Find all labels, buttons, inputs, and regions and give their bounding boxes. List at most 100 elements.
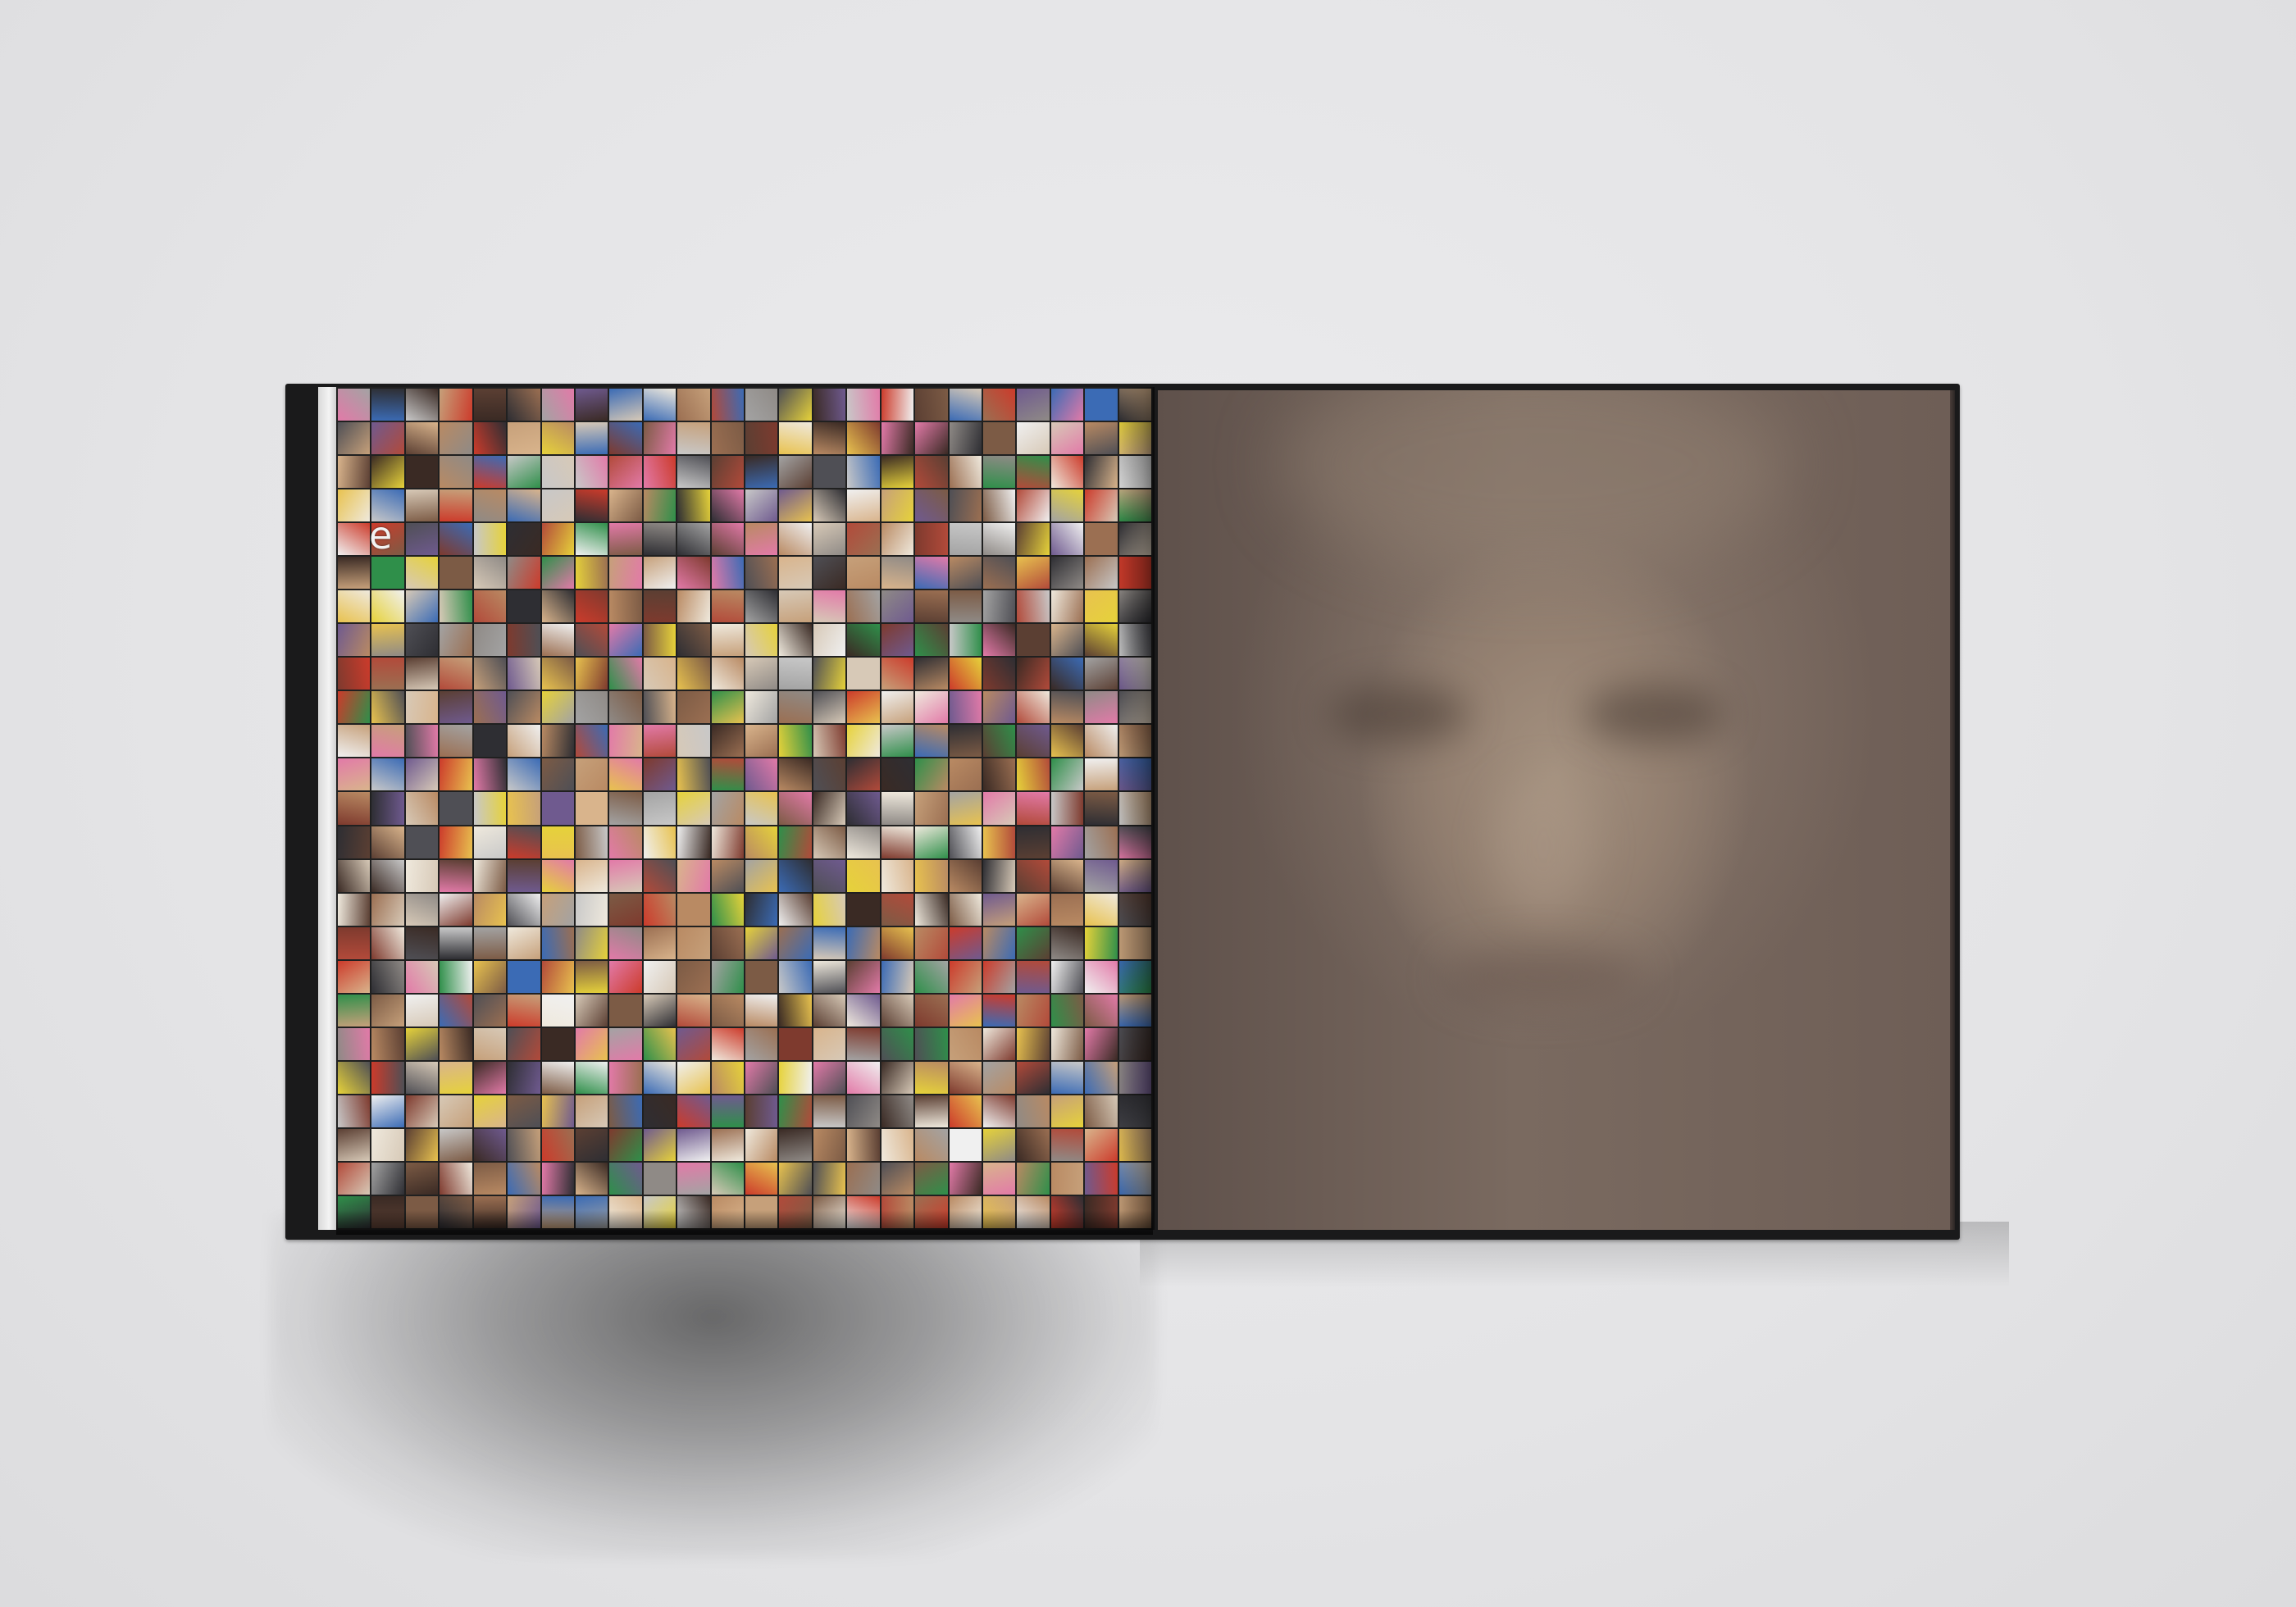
mosaic-tile bbox=[371, 456, 404, 489]
mosaic-tile bbox=[745, 826, 778, 858]
mosaic-tile bbox=[711, 422, 744, 455]
mosaic-tile bbox=[508, 994, 540, 1027]
mosaic-tile bbox=[677, 1162, 710, 1195]
mosaic-tile bbox=[915, 422, 948, 455]
mosaic-tile bbox=[711, 826, 744, 858]
mosaic-tile bbox=[609, 1162, 642, 1195]
mosaic-tile bbox=[779, 590, 812, 623]
mosaic-tile bbox=[575, 994, 608, 1027]
mosaic-tile bbox=[711, 994, 744, 1027]
mosaic-tile bbox=[1085, 725, 1118, 758]
mosaic-tile bbox=[1017, 826, 1050, 858]
mosaic-tile bbox=[371, 926, 404, 959]
mosaic-tile bbox=[508, 826, 540, 858]
mosaic-tile bbox=[1017, 624, 1050, 657]
mosaic-tile bbox=[745, 1162, 778, 1195]
mosaic-tile bbox=[1085, 1061, 1118, 1094]
mosaic-tile bbox=[813, 590, 846, 623]
mosaic-tile bbox=[847, 1095, 880, 1127]
mosaic-tile bbox=[1085, 523, 1118, 556]
mosaic-tile bbox=[541, 792, 574, 825]
blurred-face bbox=[1158, 390, 1953, 1230]
mosaic-tile bbox=[982, 590, 1016, 623]
mosaic-tile bbox=[915, 1162, 948, 1195]
mosaic-tile bbox=[949, 893, 982, 926]
mosaic-tile bbox=[609, 893, 642, 926]
mosaic-tile bbox=[847, 523, 880, 556]
mosaic-tile bbox=[813, 725, 846, 758]
mosaic-tile bbox=[745, 456, 778, 489]
mosaic-tile bbox=[779, 725, 812, 758]
mosaic-tile bbox=[643, 523, 676, 556]
mosaic-tile bbox=[405, 691, 439, 724]
mosaic-tile bbox=[982, 1162, 1016, 1195]
mosaic-tile bbox=[371, 792, 404, 825]
mosaic-tile bbox=[609, 389, 642, 421]
mosaic-tile bbox=[1050, 1095, 1084, 1127]
mosaic-tile bbox=[440, 557, 472, 590]
mosaic-tile bbox=[982, 422, 1016, 455]
mosaic-tile bbox=[982, 1027, 1016, 1060]
mosaic-tile bbox=[338, 389, 371, 421]
mosaic-tile bbox=[711, 1162, 744, 1195]
mosaic-tile bbox=[405, 792, 439, 825]
mosaic-tile bbox=[813, 960, 846, 993]
mosaic-tile bbox=[1085, 758, 1118, 791]
mosaic-tile bbox=[677, 590, 710, 623]
mosaic-tile bbox=[609, 960, 642, 993]
mosaic-tile bbox=[575, 859, 608, 892]
mosaic-tile bbox=[677, 859, 710, 892]
mosaic-tile bbox=[847, 859, 880, 892]
mosaic-tile bbox=[711, 456, 744, 489]
mosaic-tile bbox=[711, 624, 744, 657]
mosaic-tile bbox=[881, 658, 914, 690]
mosaic-tile bbox=[371, 725, 404, 758]
mosaic-tile bbox=[847, 826, 880, 858]
mosaic-tile bbox=[609, 826, 642, 858]
mosaic-tile bbox=[1017, 658, 1050, 690]
mosaic-tile bbox=[982, 1095, 1016, 1127]
mosaic-tile bbox=[813, 658, 846, 690]
mosaic-tile bbox=[1017, 590, 1050, 623]
mosaic-tile bbox=[575, 960, 608, 993]
mosaic-tile bbox=[745, 893, 778, 926]
mosaic-tile bbox=[915, 758, 948, 791]
mosaic-tile bbox=[881, 893, 914, 926]
mosaic-tile bbox=[371, 758, 404, 791]
mosaic-tile bbox=[982, 792, 1016, 825]
mosaic-tile bbox=[405, 422, 439, 455]
mosaic-tile bbox=[949, 691, 982, 724]
mosaic-tile bbox=[847, 389, 880, 421]
mosaic-tile bbox=[915, 1128, 948, 1161]
face-mosaic-grid bbox=[336, 387, 1153, 1230]
mosaic-tile bbox=[813, 624, 846, 657]
mosaic-tile bbox=[1017, 1128, 1050, 1161]
mosaic-tile bbox=[813, 859, 846, 892]
mosaic-tile bbox=[779, 624, 812, 657]
mosaic-tile bbox=[949, 1162, 982, 1195]
mosaic-tile bbox=[745, 557, 778, 590]
mosaic-tile bbox=[541, 590, 574, 623]
mosaic-tile bbox=[508, 1095, 540, 1127]
mosaic-tile bbox=[1017, 994, 1050, 1027]
mosaic-tile bbox=[881, 523, 914, 556]
mosaic-tile bbox=[405, 557, 439, 590]
mosaic-tile bbox=[881, 489, 914, 522]
mosaic-tile bbox=[575, 758, 608, 791]
mosaic-tile bbox=[1050, 557, 1084, 590]
mosaic-tile bbox=[1050, 691, 1084, 724]
mosaic-tile bbox=[779, 1128, 812, 1161]
mosaic-tile bbox=[915, 389, 948, 421]
mosaic-letter: e bbox=[369, 513, 393, 558]
mosaic-tile bbox=[541, 1162, 574, 1195]
mosaic-tile bbox=[609, 658, 642, 690]
mosaic-tile bbox=[779, 792, 812, 825]
mosaic-tile bbox=[915, 1061, 948, 1094]
mosaic-tile bbox=[405, 994, 439, 1027]
mosaic-tile bbox=[1050, 523, 1084, 556]
mosaic-tile bbox=[643, 590, 676, 623]
mosaic-tile bbox=[813, 557, 846, 590]
mosaic-tile bbox=[677, 1128, 710, 1161]
mosaic-tile bbox=[371, 1128, 404, 1161]
mosaic-tile bbox=[847, 456, 880, 489]
